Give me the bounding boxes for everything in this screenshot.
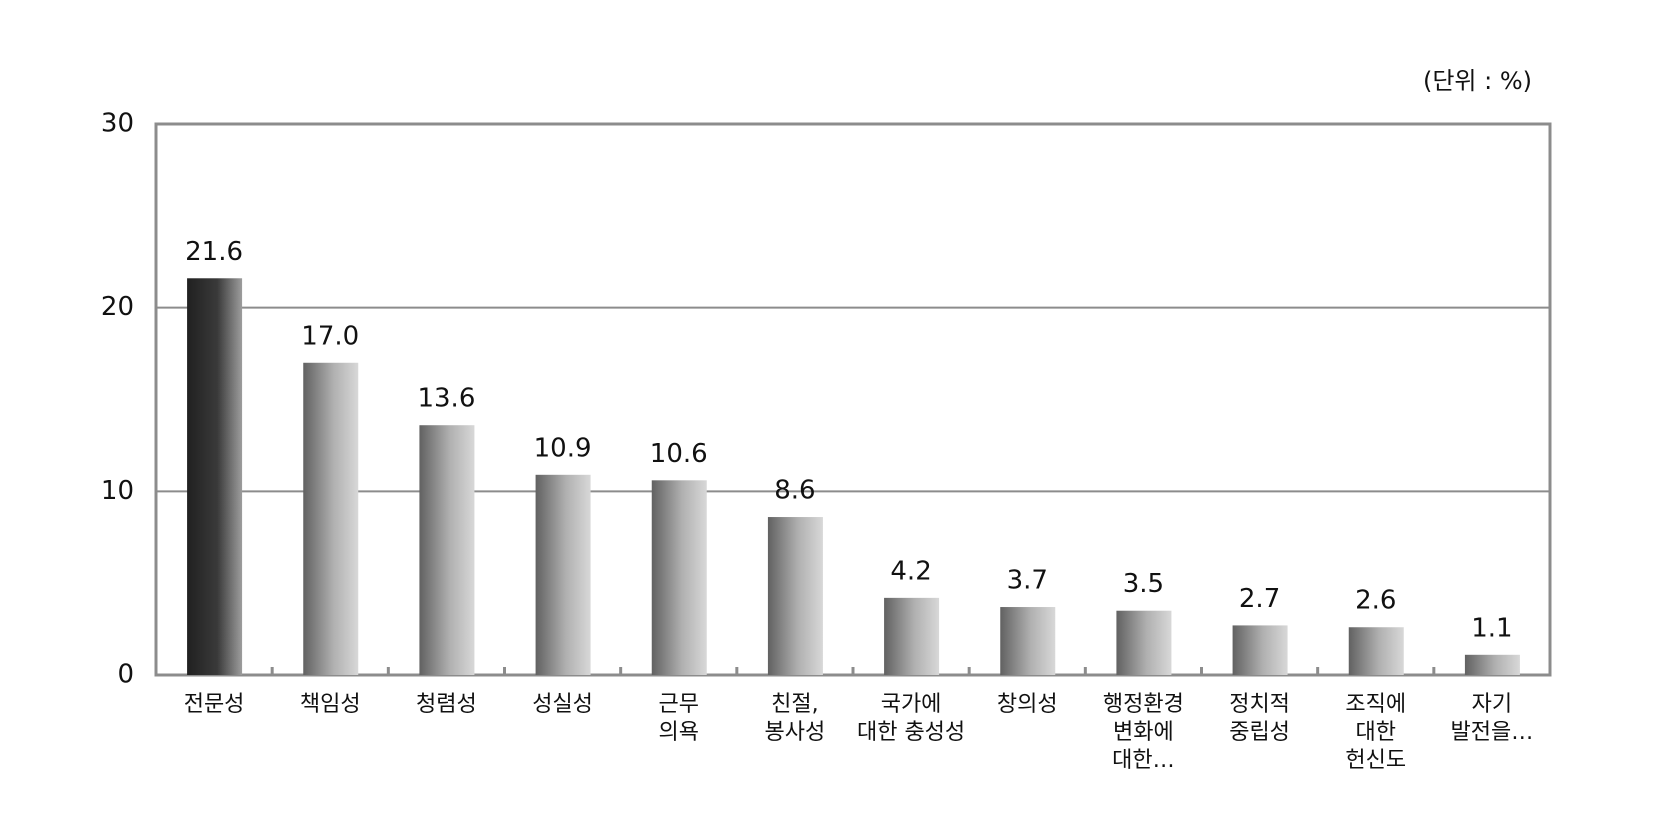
value-label: 10.6 bbox=[650, 439, 708, 469]
bar bbox=[419, 425, 475, 675]
x-tick-label: 정치적 중립성 bbox=[1229, 692, 1290, 745]
value-label: 2.7 bbox=[1239, 584, 1280, 614]
bar bbox=[1000, 607, 1056, 675]
bar bbox=[1116, 610, 1172, 675]
y-tick-label: 0 bbox=[117, 660, 134, 690]
unit-label: (단위 : %) bbox=[1423, 67, 1532, 95]
value-label: 3.5 bbox=[1123, 569, 1164, 599]
x-tick-label: 자기 발전을… bbox=[1451, 692, 1534, 745]
x-tick-label: 책임성 bbox=[300, 692, 361, 717]
value-label: 1.1 bbox=[1471, 613, 1512, 643]
x-tick-label: 친절, 봉사성 bbox=[765, 692, 826, 745]
value-label: 8.6 bbox=[774, 476, 815, 506]
y-tick-label: 30 bbox=[101, 109, 134, 139]
x-tick-label: 국가에 대한 충성성 bbox=[857, 692, 965, 745]
x-tick-label: 성실성 bbox=[532, 692, 593, 717]
x-tick-label: 행정환경 변화에 대한… bbox=[1103, 692, 1184, 773]
bar bbox=[1348, 627, 1404, 675]
bar bbox=[767, 517, 823, 675]
bar bbox=[1464, 654, 1520, 675]
value-label: 21.6 bbox=[185, 237, 243, 267]
value-label: 17.0 bbox=[301, 321, 359, 351]
bar bbox=[187, 278, 243, 675]
value-label: 13.6 bbox=[417, 384, 475, 414]
x-tick-label: 조직에 대한 헌신도 bbox=[1345, 692, 1406, 773]
value-label: 10.9 bbox=[534, 433, 592, 463]
value-label: 4.2 bbox=[890, 556, 931, 586]
y-tick-label: 10 bbox=[101, 476, 134, 506]
plot-frame bbox=[154, 122, 1552, 677]
x-tick-label: 전문성 bbox=[184, 692, 245, 717]
bar bbox=[651, 480, 707, 675]
bar bbox=[884, 597, 940, 675]
value-label: 2.6 bbox=[1355, 586, 1396, 616]
x-tick-label: 근무 의욕 bbox=[659, 692, 699, 745]
value-label: 3.7 bbox=[1007, 566, 1048, 596]
x-tick-label: 창의성 bbox=[997, 692, 1058, 717]
bar bbox=[303, 362, 359, 675]
x-tick-label: 청렴성 bbox=[416, 692, 477, 717]
bar bbox=[1232, 625, 1288, 675]
y-tick-label: 20 bbox=[101, 292, 134, 322]
bar bbox=[535, 474, 591, 675]
